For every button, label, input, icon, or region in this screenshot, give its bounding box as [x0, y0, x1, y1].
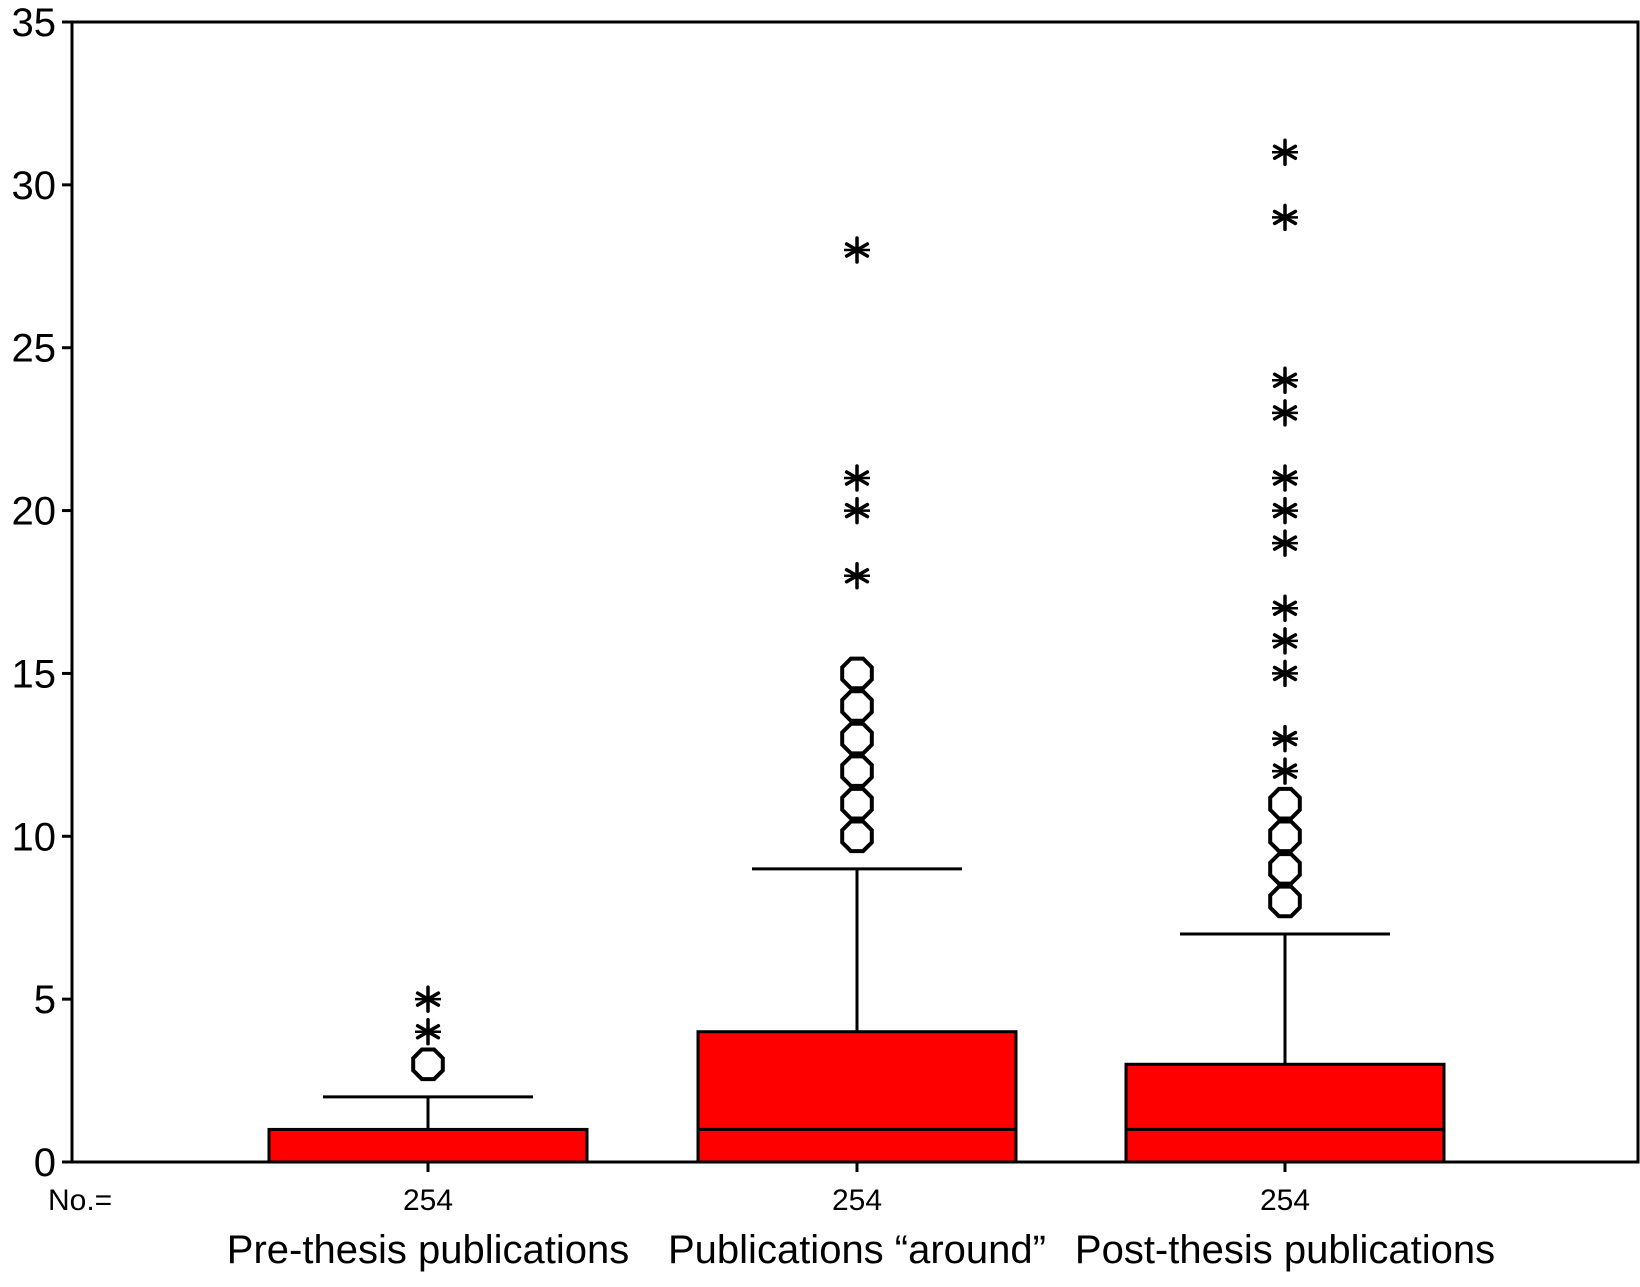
outlier-point — [1268, 852, 1302, 886]
category-label: Publications “around” — [668, 1228, 1046, 1272]
y-tick-label: 10 — [12, 815, 57, 859]
extreme-point — [415, 1017, 441, 1046]
extreme-point — [1272, 399, 1298, 427]
box-group — [267, 985, 589, 1172]
outlier-point — [840, 786, 874, 821]
n-count-label: 254 — [832, 1184, 882, 1217]
category-label: Pre-thesis publications — [227, 1228, 629, 1272]
y-tick-label: 35 — [12, 1, 57, 45]
outlier-point — [840, 721, 874, 756]
extreme-point — [844, 464, 870, 492]
extreme-point — [1272, 203, 1298, 232]
outlier-point — [840, 754, 874, 788]
box — [1124, 1062, 1446, 1164]
y-tick-label: 15 — [12, 652, 57, 696]
box-group — [1124, 138, 1446, 1172]
y-tick-label: 25 — [12, 327, 57, 371]
extreme-point — [1272, 594, 1298, 623]
x-axis-labels: 254 Pre-thesis publications 254 Publication… — [227, 1184, 1495, 1272]
extreme-point — [844, 496, 870, 525]
outlier-point — [1268, 786, 1302, 821]
n-prefix-label: No.= — [48, 1184, 112, 1217]
extreme-point — [1272, 724, 1298, 753]
extreme-point — [415, 985, 441, 1013]
extreme-point — [1272, 659, 1298, 688]
y-tick-label: 20 — [12, 490, 57, 534]
outlier-point — [840, 819, 874, 854]
extreme-point — [1272, 496, 1298, 525]
outlier-point — [840, 656, 874, 691]
extreme-point — [1272, 529, 1298, 557]
outlier-point — [840, 689, 874, 723]
outlier-point — [411, 1047, 445, 1082]
y-axis: 0 5 10 15 20 25 30 35 — [12, 1, 72, 1185]
boxes — [267, 138, 1446, 1172]
extreme-point — [1272, 138, 1298, 167]
extreme-point — [1272, 464, 1298, 492]
y-tick-label: 5 — [34, 978, 56, 1022]
extreme-point — [844, 236, 870, 264]
box — [267, 1127, 589, 1164]
box — [696, 1030, 1018, 1164]
extreme-point — [1272, 627, 1298, 655]
plot-area — [70, 20, 1640, 1164]
extreme-point — [1272, 366, 1298, 395]
y-tick-label: 0 — [34, 1141, 56, 1185]
n-count-label: 254 — [1260, 1184, 1310, 1217]
outlier-point — [1268, 819, 1302, 854]
outlier-point — [1268, 884, 1302, 919]
box-group — [696, 236, 1018, 1172]
y-tick-label: 30 — [12, 164, 57, 208]
extreme-point — [1272, 757, 1298, 785]
n-count-label: 254 — [403, 1184, 453, 1217]
extreme-point — [844, 561, 870, 590]
category-label: Post-thesis publications — [1075, 1228, 1495, 1272]
